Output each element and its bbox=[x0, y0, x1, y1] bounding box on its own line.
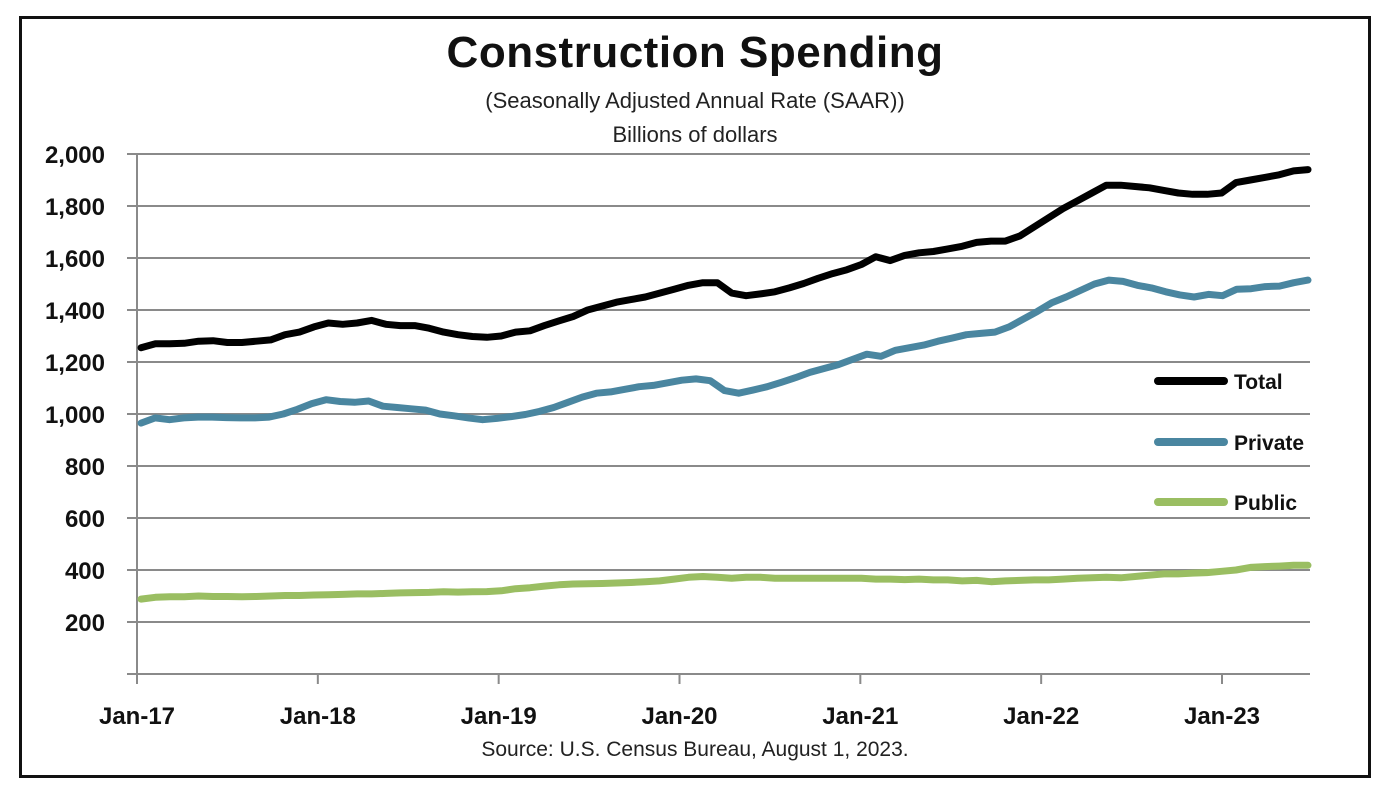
series-line-total bbox=[137, 166, 1312, 352]
axes bbox=[127, 153, 1310, 684]
y-tick-label: 1,800 bbox=[45, 194, 105, 221]
y-tick-label: 2,000 bbox=[45, 142, 105, 169]
legend-label-public: Public bbox=[1234, 492, 1297, 515]
y-tick-label: 400 bbox=[65, 558, 105, 585]
y-tick-label: 1,000 bbox=[45, 402, 105, 429]
x-tick-labels: Jan-17 Jan-18 Jan-19 Jan-20 Jan-21 Jan-22 Jan-… bbox=[99, 703, 1260, 730]
chart-title: Construction Spending bbox=[446, 28, 944, 77]
x-tick-label: Jan-22 bbox=[1003, 703, 1079, 730]
x-tick-label: Jan-19 bbox=[461, 703, 537, 730]
legend: Total Private Public bbox=[1154, 371, 1304, 515]
series-line-private bbox=[137, 276, 1312, 427]
series-lines bbox=[137, 166, 1312, 603]
chart-subtitle: (Seasonally Adjusted Annual Rate (SAAR)) bbox=[485, 88, 905, 113]
gridlines bbox=[137, 153, 1310, 623]
chart-frame bbox=[19, 16, 1371, 778]
x-tick-label: Jan-23 bbox=[1184, 703, 1260, 730]
y-tick-label: 800 bbox=[65, 454, 105, 481]
x-tick-label: Jan-20 bbox=[641, 703, 717, 730]
series-line-public bbox=[137, 561, 1312, 603]
legend-label-private: Private bbox=[1234, 432, 1304, 455]
y-tick-label: 1,600 bbox=[45, 246, 105, 273]
y-tick-label: 200 bbox=[65, 610, 105, 637]
source-note: Source: U.S. Census Bureau, August 1, 20… bbox=[481, 738, 909, 761]
x-tick-label: Jan-17 bbox=[99, 703, 175, 730]
y-tick-labels: 200 400 600 800 1,000 1,200 1,400 1,600 1,800 2,0… bbox=[45, 142, 105, 637]
legend-label-total: Total bbox=[1234, 371, 1283, 394]
y-tick-label: 1,400 bbox=[45, 298, 105, 325]
x-tick-label: Jan-21 bbox=[822, 703, 898, 730]
y-tick-label: 1,200 bbox=[45, 350, 105, 377]
y-tick-label: 600 bbox=[65, 506, 105, 533]
unit-label: Billions of dollars bbox=[612, 122, 778, 147]
x-tick-label: Jan-18 bbox=[280, 703, 356, 730]
